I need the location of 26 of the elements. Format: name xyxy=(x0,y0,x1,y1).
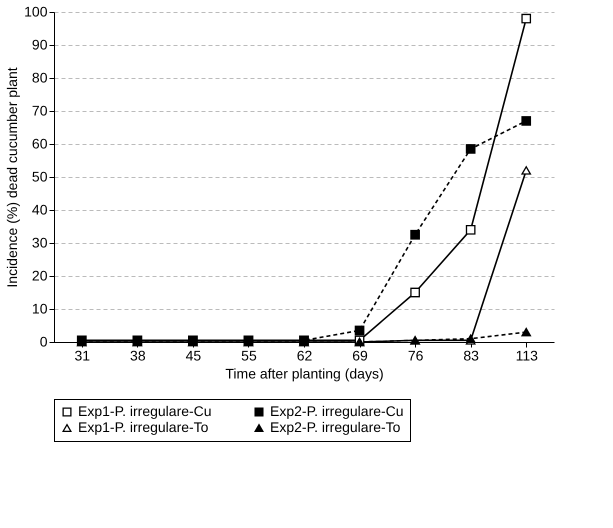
y-tick-label: 30 xyxy=(32,234,48,250)
legend-label: Exp1-P. irregulare-Cu xyxy=(78,403,212,419)
y-tick-label: 50 xyxy=(32,168,48,184)
y-tick-label: 20 xyxy=(32,268,48,284)
x-tick-label: 83 xyxy=(463,348,480,364)
x-tick-label: 76 xyxy=(408,348,424,364)
x-tick-label: 45 xyxy=(186,348,202,364)
x-axis-title: Time after planting (days) xyxy=(225,366,384,382)
y-tick-label: 80 xyxy=(32,70,48,86)
x-tick-label: 113 xyxy=(516,348,538,364)
y-tick-label: 90 xyxy=(32,36,48,52)
y-tick-label: 0 xyxy=(40,334,48,350)
x-tick-label: 31 xyxy=(74,348,90,364)
y-axis-title: Incidence (%) dead cucumber plant xyxy=(4,67,20,288)
y-tick-label: 60 xyxy=(32,136,48,152)
y-tick-label: 40 xyxy=(32,202,48,218)
legend-label: Exp2-P. irregulare-To xyxy=(270,419,401,435)
y-tick-label: 100 xyxy=(24,4,48,20)
x-tick-label: 62 xyxy=(296,348,312,364)
legend-label: Exp1-P. irregulare-To xyxy=(78,419,209,435)
legend-label: Exp2-P. irregulare-Cu xyxy=(270,403,404,419)
y-tick-label: 70 xyxy=(32,102,48,118)
x-tick-label: 69 xyxy=(352,348,368,364)
x-tick-label: 38 xyxy=(130,348,146,364)
y-tick-label: 10 xyxy=(32,300,48,316)
x-tick-label: 55 xyxy=(241,348,257,364)
